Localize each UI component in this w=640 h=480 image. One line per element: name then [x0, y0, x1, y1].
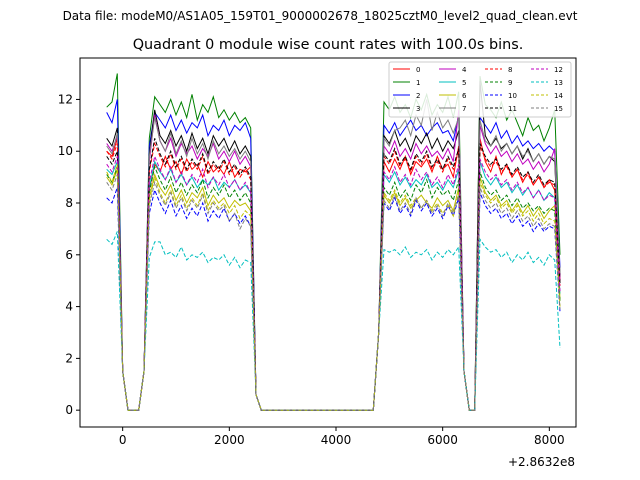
- x-tick-label: 2000: [214, 433, 245, 447]
- y-ticks: 0 2 4 6 8 10 12: [58, 92, 80, 417]
- plot-lines: [106, 73, 561, 411]
- series-line-13: [106, 231, 561, 411]
- legend-label-6: 6: [462, 92, 467, 100]
- y-tick-label: 12: [58, 92, 73, 106]
- x-tick-label: 0: [119, 433, 127, 447]
- legend-label-8: 8: [508, 66, 512, 74]
- x-tick-label: 8000: [534, 433, 565, 447]
- axes-frame: [79, 57, 577, 428]
- series-line-10: [106, 187, 561, 411]
- legend-label-3: 3: [416, 105, 420, 113]
- legend-label-15: 15: [554, 105, 563, 113]
- legend-label-13: 13: [554, 79, 563, 87]
- x-tick-label: 6000: [427, 433, 458, 447]
- y-tick-label: 6: [65, 248, 73, 262]
- series-line-15: [106, 174, 561, 411]
- x-tick-label: 4000: [321, 433, 352, 447]
- legend-label-7: 7: [462, 105, 466, 113]
- legend-label-12: 12: [554, 66, 563, 74]
- x-ticks: 0 2000 4000 6000 8000: [119, 427, 565, 447]
- legend-label-1: 1: [416, 79, 420, 87]
- legend-label-2: 2: [416, 92, 420, 100]
- axes-border: [79, 57, 577, 428]
- y-tick-label: 0: [65, 403, 73, 417]
- x-offset-label: +2.8632e8: [508, 455, 575, 469]
- legend-label-11: 11: [508, 105, 517, 113]
- series-line-14: [106, 164, 561, 411]
- legend-label-9: 9: [508, 79, 512, 87]
- chart-title: Quadrant 0 module wise count rates with …: [133, 37, 524, 53]
- y-tick-label: 8: [65, 196, 73, 210]
- series-line-12: [106, 154, 561, 411]
- y-tick-label: 2: [65, 351, 73, 365]
- legend-label-4: 4: [462, 66, 467, 74]
- legend-label-14: 14: [554, 92, 563, 100]
- y-tick-label: 4: [65, 300, 73, 314]
- legend-label-0: 0: [416, 66, 420, 74]
- legend-label-5: 5: [462, 79, 466, 87]
- y-tick-label: 10: [58, 144, 73, 158]
- legend-label-10: 10: [508, 92, 517, 100]
- legend-box: [388, 61, 572, 118]
- suptitle: Data file: modeM0/AS1A05_159T01_90000026…: [63, 9, 578, 23]
